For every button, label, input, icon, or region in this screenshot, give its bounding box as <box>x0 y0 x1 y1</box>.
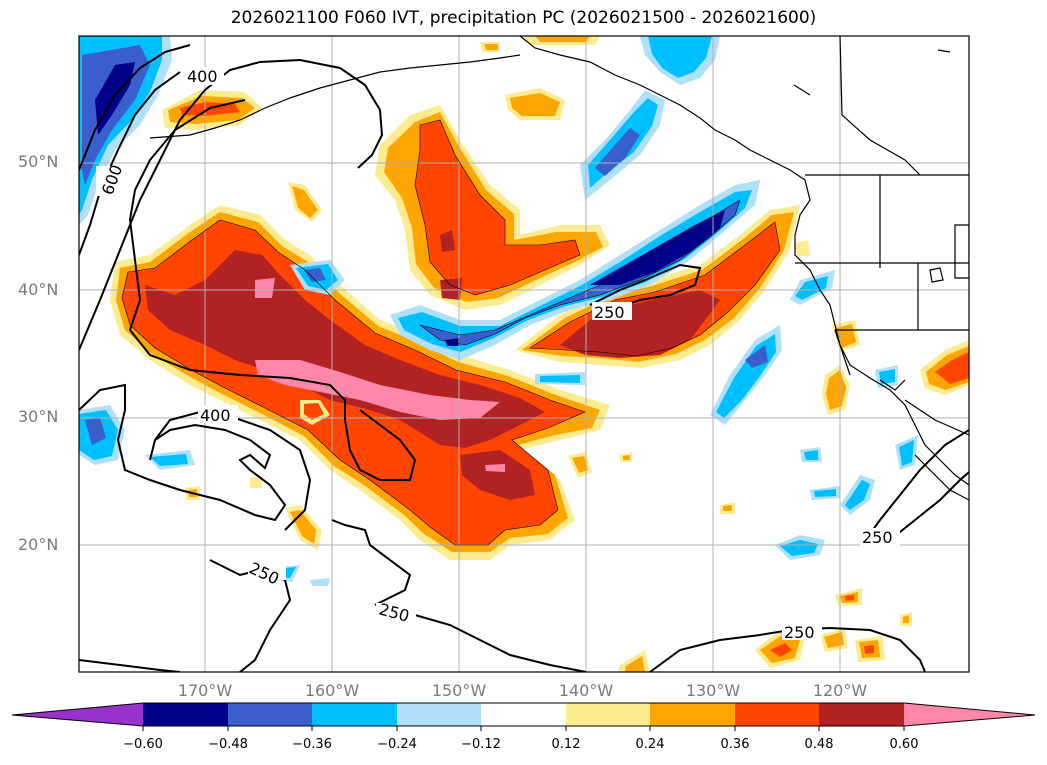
contour-label-250-e: 250 <box>860 528 900 547</box>
colorbar-bin <box>397 703 481 726</box>
contour-label-600: 600 <box>96 162 126 197</box>
colorbar-tick-label: −0.12 <box>461 737 501 752</box>
contour-label: 250 <box>784 623 815 642</box>
negative-anomaly-band <box>390 180 760 360</box>
lon-label-160w: 160°W <box>304 681 360 700</box>
colorbar <box>11 702 1036 731</box>
colorbar-tick-label: 0.12 <box>551 737 581 752</box>
map-title: 2026021100 F060 IVT, precipitation PC (2… <box>230 8 817 28</box>
colorbar-tick-label: 0.60 <box>889 737 919 752</box>
contour-label-250-b: 250 <box>246 558 286 589</box>
lon-label-170w: 170°W <box>177 681 233 700</box>
lon-label-140w: 140°W <box>558 681 614 700</box>
negative-anomaly-patches <box>79 36 918 586</box>
colorbar-bin <box>819 703 904 726</box>
colorbar-tick-label: 0.48 <box>804 737 834 752</box>
colorbar-tick-label: −0.36 <box>292 737 332 752</box>
lon-label-150w: 150°W <box>431 681 487 700</box>
colorbar-tick-label: 0.24 <box>635 737 665 752</box>
colorbar-tick-label: −0.48 <box>208 737 248 752</box>
colorbar-bin <box>735 703 819 726</box>
lon-label-120w: 120°W <box>812 681 868 700</box>
colorbar-extend-high <box>904 703 1035 726</box>
colorbar-bin <box>650 703 735 726</box>
lat-label-20n: 20°N <box>18 535 59 554</box>
lat-label-30n: 30°N <box>18 407 59 426</box>
colorbar-bin <box>481 703 566 726</box>
colorbar-bin <box>566 703 650 726</box>
contour-label-250-a: 250 <box>592 302 632 322</box>
map-plot-area: 400 600 400 250 250 250 250 250 <box>79 36 969 672</box>
anomaly-outlines <box>121 119 781 546</box>
colorbar-extend-low <box>12 703 143 726</box>
lat-label-50n: 50°N <box>18 152 59 171</box>
contour-labels: 400 600 400 250 250 250 250 250 <box>96 67 900 642</box>
contour-label-400-north: 400 <box>186 67 224 86</box>
colorbar-tick-label: −0.60 <box>123 737 163 752</box>
contour-label: 400 <box>187 67 218 86</box>
map-frame <box>78 35 970 673</box>
contour-label-400-south: 400 <box>198 405 238 425</box>
colorbar-tick-label: −0.24 <box>377 737 417 752</box>
contour-label-250-d: 250 <box>782 622 822 642</box>
colorbar-bin <box>143 703 228 726</box>
positive-anomaly-central-band <box>110 205 610 560</box>
contour-label: 250 <box>862 528 893 547</box>
negative-anomaly-northwest <box>79 36 172 225</box>
colorbar-bin <box>228 703 312 726</box>
contour-label: 250 <box>594 303 625 322</box>
colorbar-tick-label: 0.36 <box>720 737 750 752</box>
colorbar-bin <box>312 703 397 726</box>
contour-label-250-c: 250 <box>376 600 416 626</box>
coastlines <box>149 36 969 501</box>
lat-label-40n: 40°N <box>18 280 59 299</box>
lon-label-130w: 130°W <box>685 681 741 700</box>
contour-label: 400 <box>200 406 231 425</box>
positive-anomaly-east <box>515 205 800 368</box>
